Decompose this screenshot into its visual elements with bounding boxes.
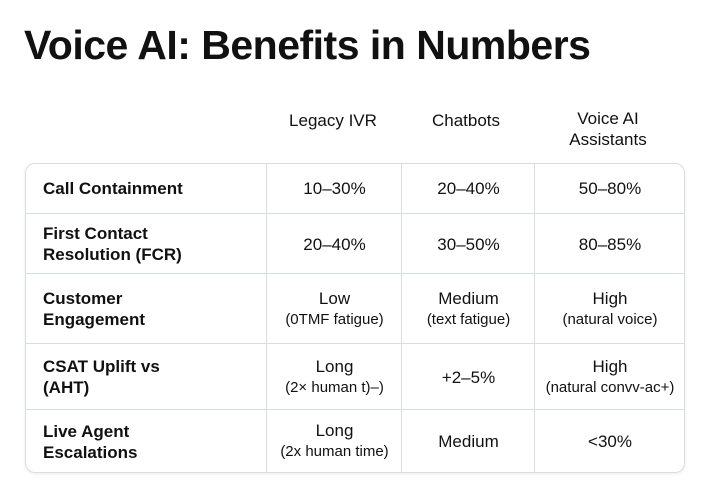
cell-text: 30–50% <box>437 234 500 254</box>
header-line: Chatbots <box>431 111 501 130</box>
table-cell: 20–40% <box>401 164 535 213</box>
table-row: Customer Engagement Low (0TMF fatigue) Mediu… <box>26 273 684 344</box>
row-label: CSAT Uplift vs (AHT) <box>26 344 266 410</box>
table-cell: 80–85% <box>534 214 684 274</box>
table: Call Containment 10–30% 20–40% 50–80% First … <box>25 163 685 473</box>
cell-text: Live Agent <box>43 421 130 441</box>
row-label: Live Agent Escalations <box>26 410 266 472</box>
row-label: Call Containment <box>26 164 266 213</box>
cell-text: Medium <box>438 288 499 308</box>
cell-text: 10–30% <box>303 179 366 198</box>
cell-text: +2–5% <box>441 367 496 387</box>
cell-text: (text fatigue) <box>426 310 511 328</box>
cell-text: First Contact <box>43 224 148 243</box>
header-line: Assistants <box>569 130 647 149</box>
cell-text: (natural voice) <box>562 310 658 328</box>
table-cell: Long (2× human t)–) <box>266 344 402 410</box>
cell-text: 80–85% <box>578 234 642 254</box>
row-label: First Contact Resolution (FCR) <box>26 214 266 274</box>
table-cell: High (natural voice) <box>534 274 684 344</box>
cell-text: Escalations <box>43 442 138 462</box>
table-cell: Low (0TMF fatigue) <box>266 274 402 344</box>
table-cell: 50–80% <box>534 164 684 213</box>
cell-text: Medium <box>438 432 499 451</box>
cell-text: 50–80% <box>578 179 642 198</box>
table-row: CSAT Uplift vs (AHT) Long (2× human t)–) +2–… <box>26 343 684 410</box>
column-header: Chatbots <box>386 110 546 131</box>
table-row: Live Agent Escalations Long (2x human time)… <box>26 409 684 472</box>
table-cell: 30–50% <box>401 214 535 274</box>
table-cell: Medium (text fatigue) <box>401 274 535 344</box>
cell-text: Long <box>315 421 354 440</box>
table-cell: +2–5% <box>401 344 535 410</box>
cell-text: (2x human time) <box>280 443 389 460</box>
table-cell: High (natural convv-ac+) <box>534 344 684 410</box>
cell-text: (0TMF fatigue) <box>285 310 384 328</box>
row-label: Customer Engagement <box>26 274 266 344</box>
cell-text: 20–40% <box>303 234 366 254</box>
cell-text: (AHT) <box>43 378 90 397</box>
cell-text: Call Containment <box>43 179 183 198</box>
cell-text: Engagement <box>43 310 146 329</box>
cell-text: Low <box>318 288 351 308</box>
cell-text: High <box>592 288 628 308</box>
table-cell: Medium <box>401 410 535 472</box>
header-line: Legacy IVR <box>289 111 377 130</box>
table-row: First Contact Resolution (FCR) 20–40% 30–50… <box>26 213 684 274</box>
cell-text: 20–40% <box>437 179 500 198</box>
column-header: Voice AI Assistants <box>528 108 688 150</box>
cell-text: <30% <box>588 432 632 451</box>
table-row: Call Containment 10–30% 20–40% 50–80% <box>26 164 684 213</box>
table-cell: 10–30% <box>266 164 402 213</box>
title: Voice AI: Benefits in Numbers <box>24 22 591 68</box>
column-header: Legacy IVR <box>253 110 413 131</box>
cell-text: Long <box>315 356 354 376</box>
table-cell: 20–40% <box>266 214 402 274</box>
table-cell: Long (2x human time) <box>266 410 402 472</box>
cell-text: Resolution (FCR) <box>43 245 182 264</box>
cell-text: Customer <box>43 289 123 308</box>
cell-text: High <box>592 356 628 376</box>
cell-text: CSAT Uplift vs <box>43 357 160 376</box>
cell-text: (natural convv-ac+) <box>545 378 675 396</box>
table-cell: <30% <box>534 410 684 472</box>
cell-text: (2× human t)–) <box>285 378 384 396</box>
header-line: Voice AI <box>577 109 639 128</box>
